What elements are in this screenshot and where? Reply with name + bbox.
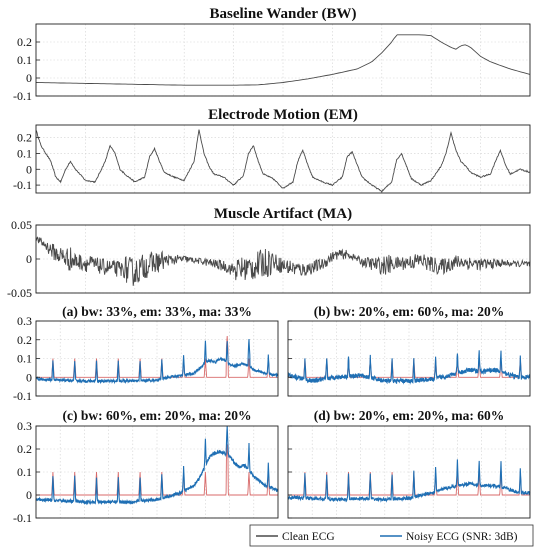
a-y-tick-label: 0.2: [17, 333, 32, 347]
bw-chart-title: Baseline Wander (BW): [210, 6, 357, 22]
ma-y-tick-label: 0: [26, 252, 32, 266]
b-series-line: [287, 350, 531, 385]
c-y-tick-label: -0.1: [13, 511, 32, 525]
b-chart-title: (b) bw: 20%, em: 60%, ma: 20%: [314, 304, 504, 319]
em-axes-frame: [35, 124, 531, 194]
a-y-tick-label: 0: [26, 370, 32, 384]
ma-series-line: [35, 236, 531, 286]
ma-y-tick-label: -0.05: [7, 286, 32, 300]
em-y-tick-label: 0.1: [17, 146, 32, 160]
a-series-clean-ecg: [36, 335, 278, 378]
c-y-tick-label: 0.3: [17, 419, 32, 433]
em-y-tick-label: 0.2: [17, 131, 32, 145]
ma-chart-title: Muscle Artifact (MA): [214, 206, 352, 222]
em-y-tick-label: 0: [26, 162, 32, 176]
c-y-tick-label: 0.1: [17, 465, 32, 479]
legend-entry: Clean ECG: [282, 531, 335, 543]
bw-y-tick-label: 0.2: [17, 35, 32, 49]
d-chart-title: (d) bw: 20%, em: 20%, ma: 60%: [314, 408, 504, 423]
legend-entry: Noisy ECG (SNR: 3dB): [406, 531, 518, 543]
a-y-tick-label: 0.1: [17, 352, 32, 366]
ma-y-tick-label: 0.05: [11, 218, 32, 232]
em-y-tick-label: -0.1: [13, 178, 32, 192]
c-series-line: [36, 444, 278, 496]
a-chart-title: (a) bw: 33%, em: 33%, ma: 33%: [62, 304, 252, 319]
em-chart-title: Electrode Motion (EM): [208, 107, 358, 123]
a-y-tick-label: -0.1: [13, 389, 32, 403]
c-y-tick-label: 0.2: [17, 442, 32, 456]
c-y-tick-label: 0: [26, 488, 32, 502]
em-series-line: [35, 129, 531, 194]
bw-y-tick-label: 0: [26, 71, 32, 85]
c-series-line: [35, 425, 279, 506]
d-series-line: [287, 459, 531, 503]
a-y-tick-label: 0.3: [17, 314, 32, 328]
legend: Clean ECG Noisy ECG (SNR: 3dB): [249, 524, 534, 547]
bw-series-line: [35, 34, 531, 86]
c-chart-title: (c) bw: 60%, em: 20%, ma: 20%: [63, 408, 252, 423]
bw-y-tick-label: 0.1: [17, 53, 32, 67]
bw-y-tick-label: -0.1: [13, 89, 32, 103]
a-series-noisy-ecg-snr-3db: [35, 338, 279, 385]
d-series-line: [288, 471, 530, 496]
